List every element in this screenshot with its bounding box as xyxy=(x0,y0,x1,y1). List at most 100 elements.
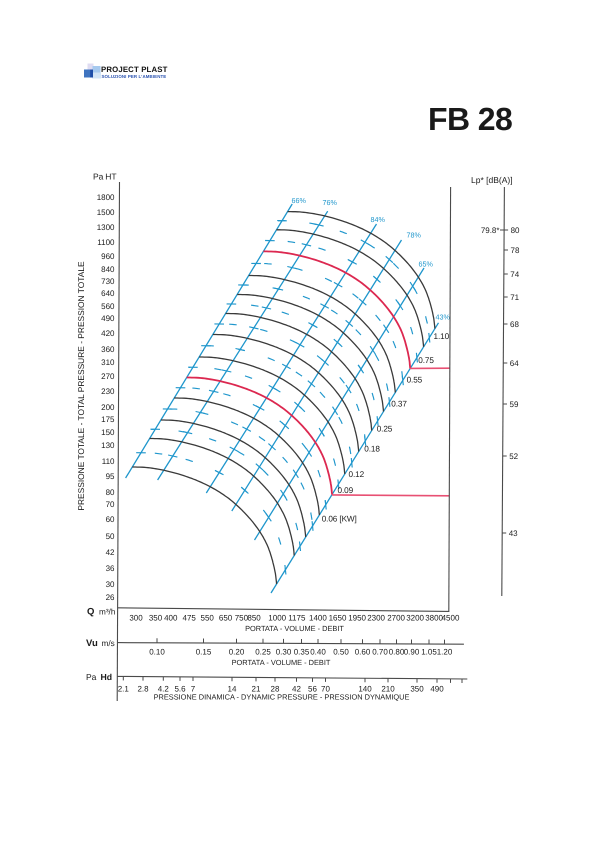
svg-text:350: 350 xyxy=(149,613,163,622)
svg-text:80: 80 xyxy=(511,226,520,235)
svg-text:1.10: 1.10 xyxy=(434,332,450,341)
svg-text:0.06 [KW]: 0.06 [KW] xyxy=(322,515,357,524)
svg-text:1400: 1400 xyxy=(309,613,327,622)
svg-text:110: 110 xyxy=(102,457,115,466)
svg-text:m³/h: m³/h xyxy=(99,607,116,616)
svg-text:64: 64 xyxy=(510,359,519,368)
svg-text:550: 550 xyxy=(201,613,215,622)
svg-text:m/s: m/s xyxy=(102,639,115,648)
svg-text:95: 95 xyxy=(106,472,115,481)
svg-text:Pa: Pa xyxy=(93,172,104,182)
svg-text:0.09: 0.09 xyxy=(338,486,354,495)
svg-text:130: 130 xyxy=(101,441,115,450)
svg-text:400: 400 xyxy=(164,613,178,622)
svg-text:PORTATA - VOLUME - DEBIT: PORTATA - VOLUME - DEBIT xyxy=(245,624,344,633)
svg-text:560: 560 xyxy=(101,302,115,311)
svg-text:76%: 76% xyxy=(323,198,338,207)
svg-text:59: 59 xyxy=(510,400,519,409)
svg-text:79.8*: 79.8* xyxy=(481,226,500,235)
svg-text:0.90: 0.90 xyxy=(404,647,420,656)
svg-text:0.25: 0.25 xyxy=(377,424,393,433)
svg-text:Pa: Pa xyxy=(86,672,97,682)
svg-text:840: 840 xyxy=(101,265,115,274)
svg-text:1100: 1100 xyxy=(97,238,115,247)
svg-text:0.10: 0.10 xyxy=(149,647,165,656)
svg-text:65%: 65% xyxy=(419,260,434,269)
svg-text:2.8: 2.8 xyxy=(137,684,149,693)
svg-text:270: 270 xyxy=(101,372,115,381)
svg-text:1300: 1300 xyxy=(97,223,115,232)
svg-text:0.12: 0.12 xyxy=(349,470,365,479)
svg-text:2700: 2700 xyxy=(387,613,405,622)
svg-text:300: 300 xyxy=(129,613,143,622)
svg-text:71: 71 xyxy=(510,293,519,302)
svg-text:0.75: 0.75 xyxy=(418,356,434,365)
svg-text:640: 640 xyxy=(101,289,115,298)
svg-text:0.15: 0.15 xyxy=(196,647,212,656)
svg-text:PORTATA - VOLUME - DEBIT: PORTATA - VOLUME - DEBIT xyxy=(232,658,331,667)
svg-text:850: 850 xyxy=(247,613,261,622)
svg-text:HT: HT xyxy=(105,172,116,182)
svg-text:74: 74 xyxy=(510,270,519,279)
svg-text:475: 475 xyxy=(183,613,197,622)
svg-text:0.25: 0.25 xyxy=(255,647,271,656)
svg-text:730: 730 xyxy=(101,277,115,286)
svg-text:Lp* [dB(A)]: Lp* [dB(A)] xyxy=(471,175,513,185)
svg-text:1.05: 1.05 xyxy=(421,647,437,656)
svg-text:960: 960 xyxy=(101,252,115,261)
svg-text:0.80: 0.80 xyxy=(389,647,405,656)
svg-text:0.18: 0.18 xyxy=(364,444,380,453)
svg-text:Vu: Vu xyxy=(86,638,98,649)
svg-text:4500: 4500 xyxy=(442,613,460,622)
svg-text:1950: 1950 xyxy=(348,613,366,622)
svg-text:200: 200 xyxy=(101,403,115,412)
svg-text:2.1: 2.1 xyxy=(118,684,130,693)
svg-text:26: 26 xyxy=(106,593,115,602)
svg-text:0.35: 0.35 xyxy=(294,647,310,656)
svg-text:310: 310 xyxy=(101,358,115,367)
svg-text:36: 36 xyxy=(106,564,115,573)
svg-text:350: 350 xyxy=(410,684,424,693)
svg-text:360: 360 xyxy=(101,345,115,354)
svg-text:70: 70 xyxy=(106,500,115,509)
svg-text:150: 150 xyxy=(101,428,115,437)
svg-text:2300: 2300 xyxy=(367,613,385,622)
svg-text:0.70: 0.70 xyxy=(372,647,388,656)
svg-text:78: 78 xyxy=(511,246,520,255)
svg-text:1175: 1175 xyxy=(288,613,306,622)
svg-text:1.20: 1.20 xyxy=(437,647,453,656)
svg-text:0.20: 0.20 xyxy=(229,647,245,656)
svg-text:43%: 43% xyxy=(436,313,451,322)
svg-text:PRESSIONE TOTALE - TOTAL PRESS: PRESSIONE TOTALE - TOTAL PRESSURE - PRES… xyxy=(76,261,86,511)
svg-text:50: 50 xyxy=(106,532,115,541)
svg-text:490: 490 xyxy=(101,314,115,323)
svg-text:30: 30 xyxy=(106,580,115,589)
svg-text:420: 420 xyxy=(101,329,115,338)
svg-text:52: 52 xyxy=(509,452,518,461)
svg-text:490: 490 xyxy=(430,684,444,693)
svg-text:0.40: 0.40 xyxy=(310,647,326,656)
svg-text:68: 68 xyxy=(510,320,519,329)
svg-text:0.60: 0.60 xyxy=(355,647,371,656)
svg-text:84%: 84% xyxy=(371,215,386,224)
svg-text:3200: 3200 xyxy=(406,613,424,622)
svg-text:80: 80 xyxy=(106,488,115,497)
svg-text:78%: 78% xyxy=(407,231,422,240)
svg-text:175: 175 xyxy=(101,415,115,424)
svg-text:60: 60 xyxy=(106,515,115,524)
svg-text:66%: 66% xyxy=(292,196,307,205)
svg-text:0.55: 0.55 xyxy=(407,375,423,384)
svg-text:0.50: 0.50 xyxy=(333,647,349,656)
svg-text:1650: 1650 xyxy=(329,613,347,622)
svg-text:Q: Q xyxy=(87,606,94,617)
svg-text:Hd: Hd xyxy=(101,672,113,682)
svg-text:PRESSIONE DINAMICA - DYNAMIC P: PRESSIONE DINAMICA - DYNAMIC PRESSURE - … xyxy=(154,692,410,701)
svg-text:1800: 1800 xyxy=(97,193,115,202)
svg-text:1000: 1000 xyxy=(268,613,286,622)
svg-text:0.37: 0.37 xyxy=(391,399,407,408)
svg-text:230: 230 xyxy=(101,387,115,396)
svg-text:1500: 1500 xyxy=(97,208,115,217)
svg-text:43: 43 xyxy=(509,529,518,538)
svg-text:42: 42 xyxy=(106,548,115,557)
svg-text:0.30: 0.30 xyxy=(276,647,292,656)
